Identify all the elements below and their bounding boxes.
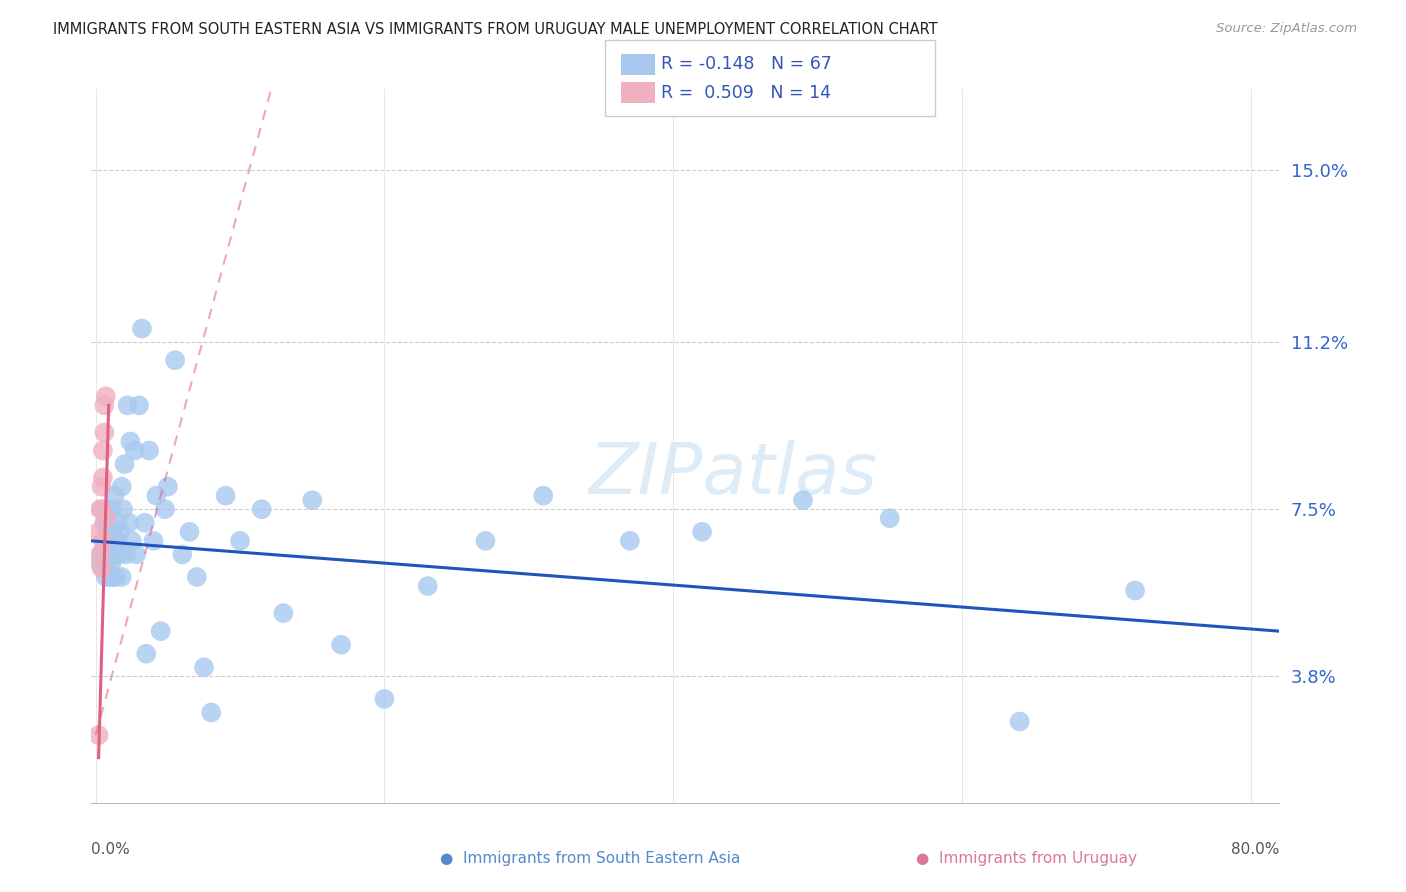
Point [94,502,117,516]
Point [124,443,146,458]
Text: Source: ZipAtlas.com: Source: ZipAtlas.com [1216,22,1357,36]
Point [128,398,150,412]
Point [165,353,187,368]
Point [87,728,110,742]
Point [112,502,135,516]
Text: IMMIGRANTS FROM SOUTH EASTERN ASIA VS IMMIGRANTS FROM URUGUAY MALE UNEMPLOYMENT : IMMIGRANTS FROM SOUTH EASTERN ASIA VS IM… [53,22,938,37]
Point [200,706,222,720]
Point [619,533,641,548]
Point [250,502,273,516]
Point [111,480,134,494]
Point [89,502,111,516]
Text: ●  Immigrants from Uruguay: ● Immigrants from Uruguay [915,851,1137,865]
Point [94,389,117,403]
Point [90,480,112,494]
Point [134,516,156,530]
Point [104,570,127,584]
Point [87,524,110,539]
Point [879,511,901,525]
Point [142,533,165,548]
Point [100,502,122,516]
Point [96,524,118,539]
Point [125,548,148,562]
Point [89,548,111,562]
Point [131,321,153,335]
Point [90,561,112,575]
Text: 80.0%: 80.0% [1232,842,1279,857]
Point [531,489,554,503]
Point [101,570,124,584]
Point [179,524,201,539]
Text: 0.0%: 0.0% [91,842,131,857]
Point [97,548,120,562]
Point [103,489,125,503]
Point [1008,714,1031,729]
Point [273,606,295,620]
Point [214,489,236,503]
Point [186,570,208,584]
Point [105,516,128,530]
Point [135,647,157,661]
Point [792,493,814,508]
Point [474,533,496,548]
Point [145,489,167,503]
Point [229,533,252,548]
Point [93,425,115,440]
Point [121,533,143,548]
Point [93,533,115,548]
Point [90,548,112,562]
Point [1123,583,1146,598]
Point [118,516,141,530]
Point [111,570,134,584]
Point [153,502,176,516]
Point [94,570,117,584]
Text: R = -0.148   N = 67: R = -0.148 N = 67 [661,55,832,73]
Point [120,434,142,449]
Point [114,457,136,471]
Point [373,692,395,706]
Point [94,511,117,525]
Text: ZIPatlas: ZIPatlas [589,440,877,509]
Point [330,638,353,652]
Point [115,548,138,562]
Text: R =  0.509   N = 14: R = 0.509 N = 14 [661,84,831,102]
Point [97,516,120,530]
Point [301,493,323,508]
Point [156,480,179,494]
Point [149,624,172,639]
Point [172,548,194,562]
Text: ●  Immigrants from South Eastern Asia: ● Immigrants from South Eastern Asia [440,851,741,865]
Point [100,557,122,571]
Point [89,557,111,571]
Point [98,570,121,584]
Point [93,516,115,530]
Point [93,398,115,412]
Point [110,524,132,539]
Point [91,443,114,458]
Point [690,524,713,539]
Point [108,548,131,562]
Point [91,533,114,548]
Point [101,524,124,539]
Point [96,557,118,571]
Point [91,470,114,484]
Point [98,533,121,548]
Point [117,398,139,412]
Point [138,443,160,458]
Point [91,561,114,575]
Point [90,502,112,516]
Point [103,548,125,562]
Point [193,660,215,674]
Point [105,533,128,548]
Point [416,579,439,593]
